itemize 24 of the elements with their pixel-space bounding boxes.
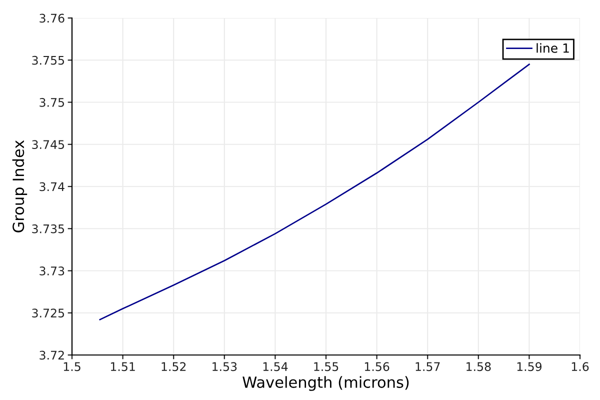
x-tick-label: 1.54: [263, 362, 288, 372]
y-tick-label: 3.745: [32, 140, 64, 150]
x-tick-label: 1.5: [64, 362, 80, 372]
x-tick-label: 1.52: [162, 362, 186, 372]
y-axis-title: Group Index: [12, 140, 28, 232]
legend-label: line 1: [536, 43, 569, 53]
x-tick-label: 1.55: [314, 362, 338, 372]
y-tick-label: 3.725: [32, 308, 64, 318]
line-series: [99, 64, 530, 320]
y-tick-label: 3.73: [40, 266, 64, 276]
y-tick-label: 3.735: [32, 224, 64, 234]
y-tick-label: 3.755: [32, 56, 64, 65]
y-tick-label: 3.75: [40, 98, 64, 107]
y-tick-label: 3.72: [40, 350, 64, 360]
x-tick-label: 1.53: [212, 362, 237, 372]
x-tick-label: 1.6: [572, 362, 589, 372]
y-tick-label: 3.76: [40, 14, 64, 23]
x-tick-label: 1.59: [517, 362, 542, 372]
x-tick-label: 1.51: [110, 362, 135, 372]
x-tick-label: 1.57: [416, 362, 440, 372]
x-tick-label: 1.56: [364, 362, 390, 372]
x-tick-label: 1.58: [466, 362, 491, 372]
x-axis-title: Wavelength (microns): [242, 376, 409, 391]
y-tick-label: 3.74: [40, 182, 64, 192]
